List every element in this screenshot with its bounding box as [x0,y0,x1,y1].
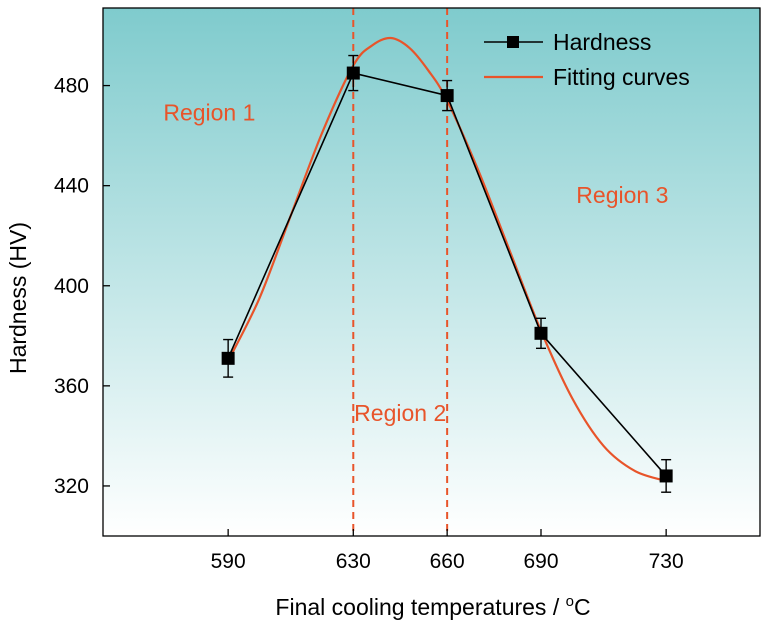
y-tick-label: 360 [54,375,89,398]
legend-marker-hardness [507,36,519,48]
y-tick-label: 480 [54,75,89,98]
hardness-data-point [221,351,235,365]
x-tick-label: 630 [336,550,371,573]
x-axis-label: Final cooling temperatures / oC [275,593,590,620]
plot-frame [102,7,761,537]
y-tick-label: 440 [54,175,89,198]
region-label: Region 3 [576,182,668,208]
x-tick-label: 590 [211,550,246,573]
x-axis-label-unit: C [574,594,591,620]
x-tick-label: 660 [430,550,465,573]
legend-label-hardness: Hardness [553,29,651,55]
hardness-data-point [346,66,360,80]
x-axis-label-superscript: o [566,593,574,610]
y-tick-label: 320 [54,475,89,498]
region-label: Region 1 [163,100,255,126]
fitting-curve-line [227,36,667,483]
hardness-data-point [659,469,673,483]
x-tick-label: 690 [523,550,558,573]
legend-label-fitting: Fitting curves [553,64,690,90]
x-tick-label: 730 [649,550,684,573]
y-tick-label: 400 [54,275,89,298]
hardness-data-point [440,89,454,103]
region-label: Region 2 [354,400,446,426]
hardness-series-layer [221,54,673,493]
axis-ticks: 590 630 660 690 730 320 360 400 440 480 [54,75,684,573]
plot-background [103,8,760,536]
hardness-data-point [534,326,548,340]
fitting-curve-layer [227,36,667,483]
legend: Hardness Fitting curves [484,29,690,90]
region-annotations: Region 1 Region 2 Region 3 [163,100,668,426]
y-axis-label: Hardness (HV) [5,222,31,374]
